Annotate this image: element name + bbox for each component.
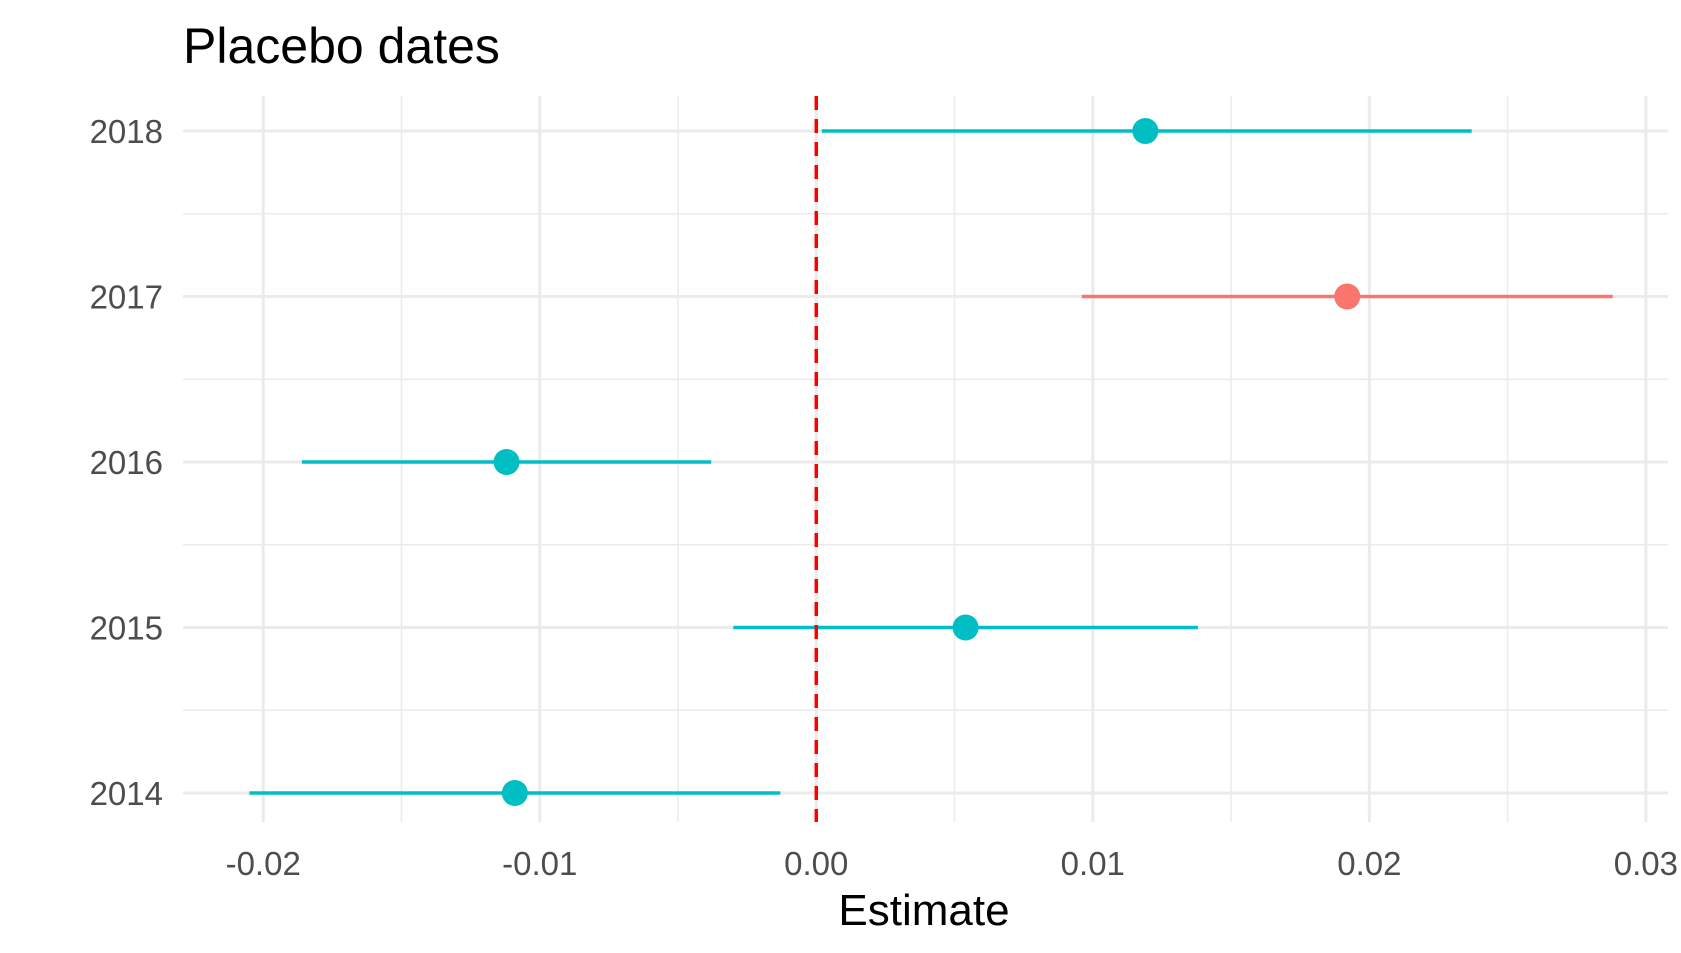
x-axis-ticks: -0.02 -0.01 0.00 0.01 0.02 0.03 — [226, 845, 1678, 882]
x-tick-label: 0.01 — [1061, 845, 1125, 882]
y-tick-label: 2016 — [90, 444, 163, 481]
chart-title: Placebo dates — [183, 18, 500, 74]
point-2014 — [501, 780, 528, 806]
x-tick-label: 0.02 — [1337, 845, 1401, 882]
y-tick-label: 2018 — [90, 113, 163, 150]
y-axis-ticks: 2014 2015 2016 2017 2018 — [90, 113, 163, 812]
x-tick-label: 0.03 — [1614, 845, 1678, 882]
point-2018 — [1132, 118, 1159, 144]
x-tick-label: 0.00 — [784, 845, 848, 882]
x-axis-label: Estimate — [838, 886, 1009, 935]
y-tick-label: 2017 — [90, 279, 163, 316]
point-2015 — [952, 614, 979, 641]
point-2017 — [1334, 283, 1361, 310]
y-tick-label: 2014 — [90, 775, 163, 812]
point-2016 — [493, 449, 520, 475]
x-tick-label: -0.02 — [226, 845, 301, 882]
x-tick-label: -0.01 — [502, 845, 577, 882]
grid-lines — [183, 96, 1668, 822]
data-marks — [249, 96, 1613, 822]
y-tick-label: 2015 — [90, 610, 163, 647]
